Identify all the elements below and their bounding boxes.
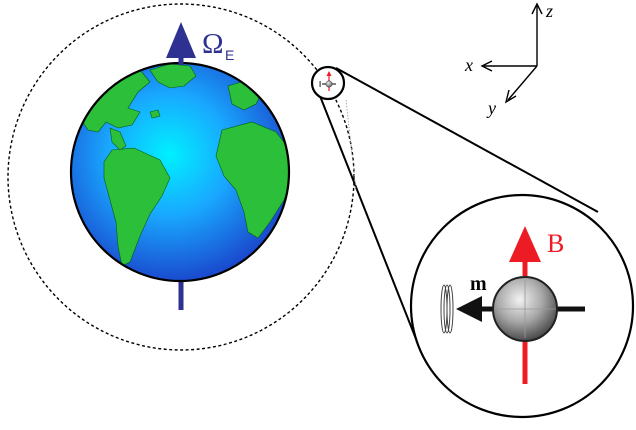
continent-greenland: [149, 63, 197, 89]
continent-south-america: [103, 147, 171, 267]
continent-central-america: [109, 127, 127, 151]
moment-arrow-head: [456, 296, 482, 322]
zoom-line-lower: [319, 95, 419, 345]
rotation-arrow-head: [166, 22, 196, 58]
magnetized-sphere-icon: [492, 276, 558, 342]
field-label: B: [547, 229, 564, 258]
coordinate-axes: [480, 2, 543, 104]
zoom-line-upper: [335, 67, 599, 213]
satellite-marker: [310, 65, 346, 101]
axis-y-label: y: [486, 98, 496, 118]
island-caribbean: [149, 109, 161, 119]
earth-globe-icon: [69, 61, 291, 283]
omega-subscript: E: [225, 47, 234, 63]
pickup-coil-icon: [440, 284, 454, 334]
axis-x-label: x: [464, 55, 473, 75]
orbit-path: [7, 3, 355, 351]
axis-z-label: z: [545, 1, 553, 21]
moment-label: m: [470, 273, 487, 295]
field-arrow-head: [509, 226, 541, 262]
omega-label: Ω: [202, 28, 224, 60]
continent-africa: [215, 121, 289, 239]
orbit-hint-line: [345, 99, 357, 191]
